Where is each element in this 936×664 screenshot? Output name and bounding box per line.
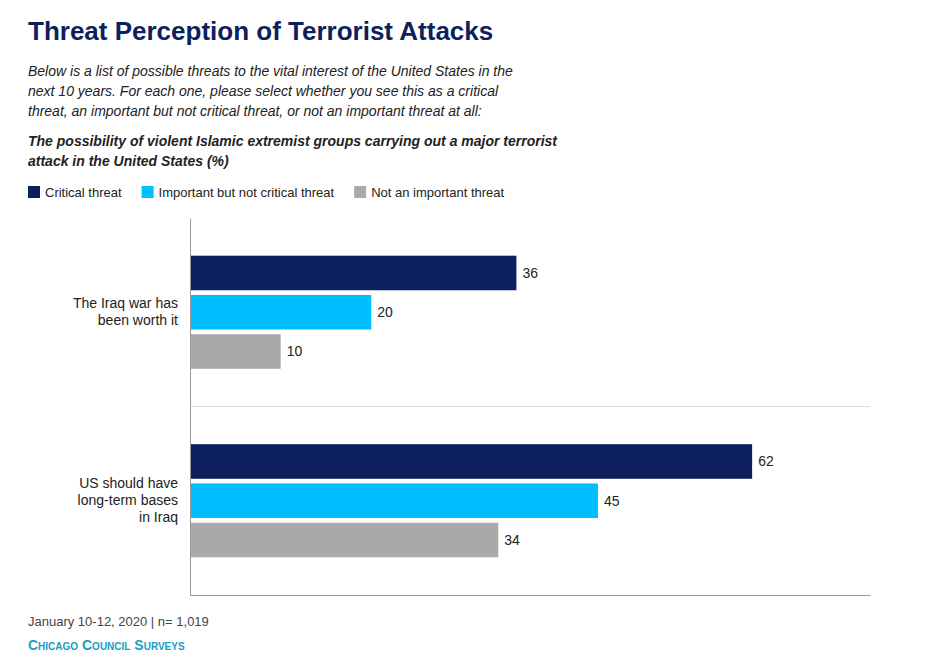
y-tick: US should havelong-term basesin Iraq: [78, 475, 179, 525]
text-line: attack in the United States (%): [28, 153, 229, 169]
data-label: 36: [522, 265, 538, 281]
legend-label: Important but not critical threat: [159, 185, 335, 200]
legend-swatch: [354, 186, 366, 198]
source: Chicago Council Surveys: [28, 637, 185, 653]
data-labels: 36 62 20 45 10 34: [287, 265, 774, 548]
legend: Critical threat Important but not critica…: [28, 185, 505, 200]
y-tick-label: US should havelong-term basesin Iraq: [78, 475, 179, 525]
subtitle: Below is a list of possible threats to t…: [28, 63, 513, 119]
bar: [190, 334, 281, 369]
bars: [190, 256, 752, 558]
legend-swatch: [142, 186, 154, 198]
bar: [190, 256, 516, 291]
chart: Threat Perception of Terrorist Attacks Be…: [0, 0, 936, 664]
text-line: US should have: [79, 475, 178, 491]
bar: [190, 523, 498, 558]
title: Threat Perception of Terrorist Attacks: [28, 16, 493, 46]
data-label: 62: [758, 453, 774, 469]
separators: [190, 406, 870, 407]
y-axis: The Iraq war hasbeen worth it US should h…: [73, 219, 191, 596]
data-label: 45: [604, 493, 620, 509]
group-separator: [190, 406, 870, 407]
x-axis: [191, 595, 871, 596]
legend-item: Important but not critical threat: [142, 185, 335, 200]
legend-swatch: [28, 186, 40, 198]
footer: January 10-12, 2020 | n= 1,019: [28, 614, 209, 629]
text-line: in Iraq: [139, 509, 178, 525]
text-line: The Iraq war has: [73, 295, 178, 311]
y-tick-label: The Iraq war hasbeen worth it: [73, 295, 178, 328]
data-label: 34: [504, 532, 520, 548]
text-line: January 10-12, 2020 | n= 1,019: [28, 614, 209, 629]
text-line: long-term bases: [78, 492, 178, 508]
text-line: threat, an important but not critical th…: [28, 103, 482, 119]
y-tick: The Iraq war hasbeen worth it: [73, 295, 178, 328]
data-label: 10: [287, 343, 303, 359]
text-line: Chicago Council Surveys: [28, 637, 185, 653]
legend-item: Critical threat: [28, 185, 122, 200]
text-line: Below is a list of possible threats to t…: [28, 63, 513, 79]
text-line: been worth it: [98, 312, 178, 328]
y-axis-line: [190, 219, 191, 596]
legend-item: Not an important threat: [354, 185, 504, 200]
bar: [190, 444, 752, 479]
question: The possibility of violent Islamic extre…: [28, 133, 558, 169]
data-label: 20: [377, 304, 393, 320]
legend-label: Critical threat: [45, 185, 122, 200]
x-axis-line: [191, 595, 871, 596]
bar: [190, 295, 371, 330]
text-line: The possibility of violent Islamic extre…: [28, 133, 558, 149]
text-line: next 10 years. For each one, please sele…: [28, 83, 499, 99]
legend-label: Not an important threat: [371, 185, 504, 200]
bar: [190, 483, 598, 518]
